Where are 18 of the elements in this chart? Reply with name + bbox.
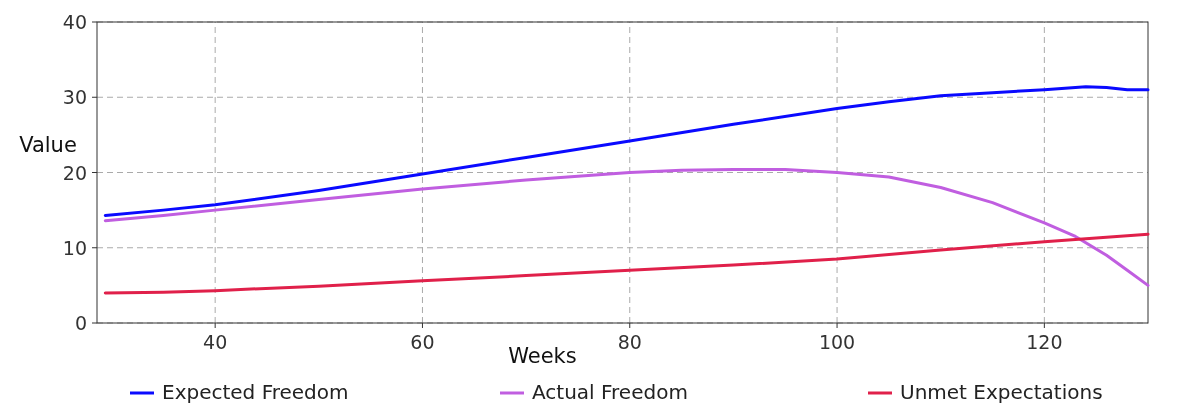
x-tick-label: 80 [617,331,642,353]
line-series [103,85,1150,217]
legend-label: Unmet Expectations [900,380,1103,404]
legend-label: Expected Freedom [162,380,349,404]
y-tick-label: 0 [74,312,87,334]
y-tick-label: 20 [62,161,87,184]
x-tick-label: 40 [203,331,228,353]
legend-label: Actual Freedom [532,380,688,404]
x-tick-label: 120 [1026,331,1063,353]
y-tick-label: 10 [62,236,87,259]
line-series [103,167,1150,287]
y-axis-title: Value [19,133,77,157]
x-tick-label: 60 [410,331,435,353]
y-tick-label: 40 [62,11,87,33]
x-axis-title: Weeks [508,344,577,368]
x-tick-label: 100 [818,331,856,353]
line-series [103,232,1150,295]
y-tick-label: 30 [62,86,87,109]
